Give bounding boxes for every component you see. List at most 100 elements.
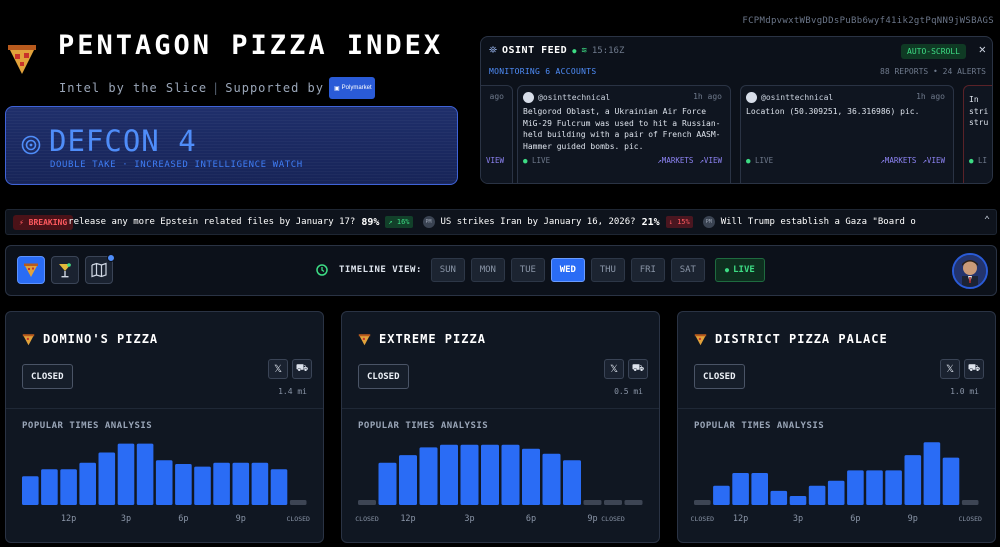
post-account[interactable]: @osinttechnical bbox=[746, 92, 833, 103]
chevron-up-icon[interactable]: ⌃ bbox=[980, 215, 990, 226]
store-name: DISTRICT PIZZA PALACE bbox=[694, 332, 888, 346]
popular-times-chart: CLOSED 12p 3p 6p 9p CLOSED bbox=[355, 444, 643, 524]
post-time: 1h ago bbox=[916, 92, 945, 101]
breaking-label: BREAKING bbox=[28, 217, 68, 227]
day-wed-button[interactable]: WED bbox=[550, 258, 585, 282]
view-link[interactable]: ↗VIEW bbox=[922, 156, 945, 165]
polymarket-icon: ▣ bbox=[333, 85, 340, 92]
ticker-question: US strikes Iran by January 16, 2026? bbox=[440, 217, 636, 227]
store-name-text: EXTREME PIZZA bbox=[379, 332, 486, 346]
divider bbox=[342, 408, 659, 409]
pizza-logo-icon bbox=[8, 45, 36, 74]
markets-link[interactable]: ↗MARKETS bbox=[657, 156, 694, 165]
auto-scroll-toggle[interactable]: AUTO-SCROLL bbox=[901, 44, 966, 59]
supported-by-text: Supported by bbox=[225, 81, 324, 95]
chart-tick-label: 12p bbox=[61, 514, 76, 524]
chart-bar-closed bbox=[961, 500, 979, 505]
chart-bar-closed bbox=[624, 500, 643, 505]
ticker-change: ↗ 16% bbox=[385, 216, 413, 228]
osint-post[interactable]: @osinttechnical 1h ago Location (50.3092… bbox=[740, 85, 954, 183]
day-sat-button[interactable]: SAT bbox=[670, 258, 705, 282]
chart-bar bbox=[419, 447, 438, 505]
car-icon[interactable]: ⛟ bbox=[292, 359, 312, 379]
distance: 1.0 mi bbox=[950, 387, 979, 396]
map-button[interactable] bbox=[85, 254, 115, 284]
section-title: POPULAR TIMES ANALYSIS bbox=[22, 421, 153, 431]
status-badge: CLOSED bbox=[694, 364, 745, 389]
markets-link[interactable]: ↗MARKETS bbox=[880, 156, 917, 165]
avatar-portrait bbox=[954, 255, 986, 287]
ticker-change: ↓ 15% bbox=[665, 216, 693, 228]
chart-tick-label: CLOSED bbox=[958, 515, 982, 523]
osint-post[interactable]: @osinttechnical 1h ago Belgorod Oblast, … bbox=[517, 85, 731, 183]
ticker-question: release any more Epstein related files b… bbox=[68, 217, 356, 227]
x-twitter-icon[interactable]: 𝕏 bbox=[604, 359, 624, 379]
polymarket-icon: PM bbox=[422, 216, 435, 228]
bar-filter-button[interactable] bbox=[51, 256, 79, 284]
x-twitter-icon[interactable]: 𝕏 bbox=[268, 359, 288, 379]
store-card: DISTRICT PIZZA PALACE CLOSED 𝕏 ⛟ 1.0 mi … bbox=[677, 311, 996, 543]
distance: 1.4 mi bbox=[278, 387, 307, 396]
live-label: LIVE bbox=[733, 265, 755, 275]
pizza-icon bbox=[694, 333, 707, 345]
car-icon[interactable]: ⛟ bbox=[964, 359, 984, 379]
close-icon[interactable]: ✕ bbox=[978, 42, 986, 56]
day-mon-button[interactable]: MON bbox=[470, 258, 505, 282]
day-sun-button[interactable]: SUN bbox=[430, 258, 465, 282]
day-tue-button[interactable]: TUE bbox=[510, 258, 545, 282]
store-name: EXTREME PIZZA bbox=[358, 332, 486, 346]
post-body: Location (50.309251, 36.316986) pic. bbox=[746, 107, 920, 116]
report-stats: 88 REPORTS • 24 ALERTS bbox=[880, 67, 986, 76]
tagline: Intel by the Slice | Supported by ▣ Poly… bbox=[59, 77, 375, 99]
user-avatar[interactable] bbox=[952, 253, 988, 289]
distance: 0.5 mi bbox=[614, 387, 643, 396]
chart-bar bbox=[136, 443, 154, 505]
polymarket-label: Polymarket bbox=[341, 85, 372, 91]
day-fri-button[interactable]: FRI bbox=[630, 258, 665, 282]
live-button[interactable]: ● LIVE bbox=[714, 258, 765, 282]
chart-bar bbox=[827, 480, 845, 505]
wallet-address[interactable]: FCPMdpvwxtWBvgDDsPuBb6wyf41ik2gtPqNN9jWS… bbox=[742, 16, 994, 26]
ticker-percent: 89% bbox=[361, 216, 380, 228]
chart-tick-label: 9p bbox=[236, 514, 246, 524]
ticker-item[interactable]: PM US strikes Iran by January 16, 2026? … bbox=[422, 216, 693, 228]
pizza-icon bbox=[358, 333, 371, 345]
chart-tick-label: CLOSED bbox=[355, 515, 379, 523]
car-icon[interactable]: ⛟ bbox=[628, 359, 648, 379]
cocktail-icon bbox=[59, 263, 71, 278]
tagline-text: Intel by the Slice bbox=[59, 81, 208, 95]
chart-bar bbox=[213, 462, 230, 505]
chart-bar bbox=[22, 476, 39, 505]
view-link[interactable]: VIEW bbox=[485, 156, 504, 165]
chart-bar-closed bbox=[289, 500, 307, 505]
ticker-item[interactable]: release any more Epstein related files b… bbox=[68, 216, 413, 228]
osint-post[interactable]: In stri stru LI bbox=[963, 85, 992, 183]
chart-bar bbox=[808, 485, 826, 505]
chart-bar bbox=[251, 462, 269, 505]
chart-bar bbox=[563, 460, 581, 505]
x-twitter-icon[interactable]: 𝕏 bbox=[940, 359, 960, 379]
post-body: Belgorod Oblast, a Ukrainian Air Force M… bbox=[523, 107, 721, 151]
chart-bar bbox=[885, 470, 902, 505]
store-card: DOMINO'S PIZZA CLOSED 𝕏 ⛟ 1.4 mi POPULAR… bbox=[5, 311, 324, 543]
chart-bar-closed bbox=[694, 500, 711, 505]
popular-times-chart: 12p 3p 6p 9p CLOSED bbox=[22, 443, 310, 524]
chart-bar bbox=[399, 455, 417, 505]
clock-icon bbox=[316, 264, 328, 276]
ticker-item[interactable]: PM Will Trump establish a Gaza "Board o bbox=[702, 216, 916, 228]
store-name-text: DOMINO'S PIZZA bbox=[43, 332, 159, 346]
notification-dot bbox=[107, 254, 115, 262]
day-thu-button[interactable]: THU bbox=[590, 258, 625, 282]
monitoring-count: MONITORING 6 ACCOUNTS bbox=[489, 67, 597, 76]
breaking-badge: ⚡ BREAKING bbox=[13, 214, 74, 230]
ticker-question: Will Trump establish a Gaza "Board o bbox=[720, 217, 916, 227]
pizza-filter-button[interactable] bbox=[17, 256, 45, 284]
chart-bar bbox=[501, 444, 520, 505]
osint-post[interactable]: ago VIEW bbox=[481, 85, 513, 183]
post-links: ↗MARKETS ↗VIEW bbox=[657, 156, 722, 165]
chart-bar bbox=[194, 466, 211, 505]
view-link[interactable]: ↗VIEW bbox=[699, 156, 722, 165]
map-icon bbox=[91, 262, 107, 278]
post-account[interactable]: @osinttechnical bbox=[523, 92, 610, 103]
polymarket-sponsor-link[interactable]: ▣ Polymarket bbox=[328, 77, 375, 99]
